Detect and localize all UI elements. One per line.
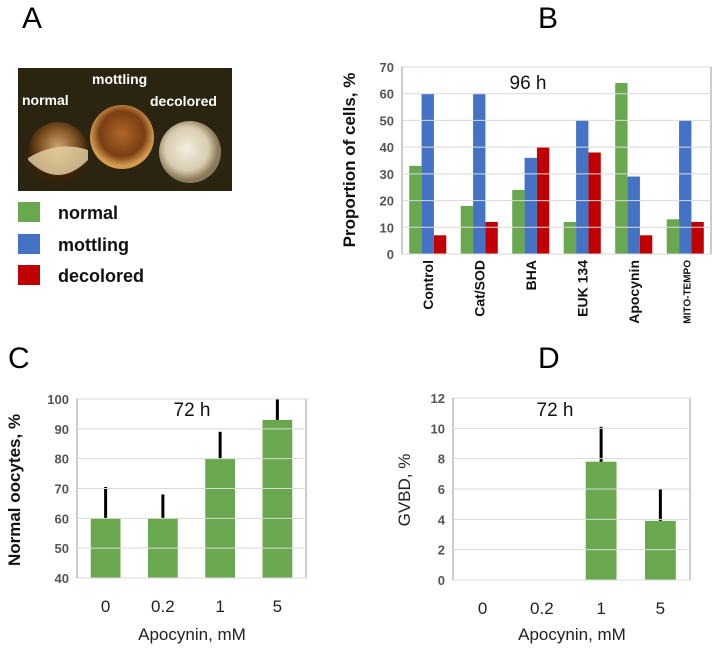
ylabel-d: GVBD, % xyxy=(395,454,414,527)
ytick-label: 40 xyxy=(380,140,394,155)
panel-letter-d: D xyxy=(538,342,560,375)
ytick-label: 0 xyxy=(387,247,394,262)
ytick-label: 50 xyxy=(55,541,69,556)
xlabel-c: Apocynin, mM xyxy=(138,625,246,644)
legend-label-decolored: decolored xyxy=(58,266,144,286)
bar-decolored xyxy=(433,235,447,254)
category-label: Cat/SOD xyxy=(471,260,487,317)
xtick-label: 1 xyxy=(215,597,224,616)
category-label: Apocynin xyxy=(626,260,642,324)
bar-mottling xyxy=(679,120,692,254)
legend-label-mottling: mottling xyxy=(58,235,129,255)
panel-letter-c: C xyxy=(8,342,30,375)
mottling-oocyte-image xyxy=(90,105,154,169)
xtick-label: 0.2 xyxy=(530,599,554,618)
xtick-label: 5 xyxy=(273,597,282,616)
category-label: EUK 134 xyxy=(574,260,590,317)
bar-mottling xyxy=(576,120,589,254)
bar-decolored xyxy=(588,152,601,254)
ytick-label: 6 xyxy=(438,482,445,497)
bar-decolored xyxy=(691,221,704,254)
ytick-label: 40 xyxy=(55,571,69,586)
ytick-label: 60 xyxy=(55,511,69,526)
ytick-label: 80 xyxy=(55,452,69,467)
ylabel-b: Proportion of cells, % xyxy=(340,73,359,248)
ytick-label: 20 xyxy=(380,194,394,209)
annotation-d: 72 h xyxy=(537,400,574,421)
xtick-label: 5 xyxy=(656,599,665,618)
bar-normal xyxy=(615,83,628,255)
ytick-label: 70 xyxy=(55,482,69,497)
ytick-label: 12 xyxy=(431,391,445,406)
xtick-label: 0.2 xyxy=(151,597,175,616)
bar-normal xyxy=(460,205,474,254)
xtick-label: 1 xyxy=(596,599,605,618)
xtick-label: 0 xyxy=(101,597,110,616)
chart-d: 72 h GVBD, % Apocynin, mM 0 2 4 6 8 10 12 0 0.2 1… xyxy=(395,391,691,644)
ytick-label: 10 xyxy=(431,421,445,436)
bar-normal xyxy=(512,189,525,254)
photo-label-mottling: mottling xyxy=(92,71,147,87)
photo-label-normal: normal xyxy=(22,92,69,108)
bar xyxy=(585,461,617,580)
photo-label-decolored: decolored xyxy=(150,93,217,109)
legend-swatch-mottling xyxy=(18,234,40,254)
ylabel-c: Normal oocytes, % xyxy=(5,414,24,566)
ytick-label: 70 xyxy=(380,60,394,75)
category-label: MITO-TEMPO xyxy=(682,260,693,324)
bar-normal xyxy=(666,219,680,254)
xlabel-d: Apocynin, mM xyxy=(518,625,626,644)
ytick-label: 4 xyxy=(438,512,446,527)
bar-decolored xyxy=(639,235,653,254)
decolored-oocyte-image xyxy=(159,121,221,183)
category-label: BHA xyxy=(523,260,539,290)
bar-normal xyxy=(563,221,577,254)
ytick-label: 10 xyxy=(380,220,394,235)
ytick-label: 60 xyxy=(380,87,394,102)
bar-normal xyxy=(409,165,422,254)
plot-frame xyxy=(401,66,712,255)
ytick-label: 0 xyxy=(438,573,445,588)
legend: normal mottling decolored xyxy=(18,202,144,286)
ytick-label: 8 xyxy=(438,452,445,467)
legend-swatch-decolored xyxy=(18,265,40,285)
chart-b: 96 h Proportion of cells, % 0 10 20 30 40 50 6… xyxy=(340,60,712,324)
annotation-c: 72 h xyxy=(174,400,211,421)
ytick-label: 2 xyxy=(438,543,445,558)
legend-swatch-normal xyxy=(18,202,40,222)
xtick-label: 0 xyxy=(478,599,487,618)
panel-letter-a: A xyxy=(22,2,42,35)
legend-label-normal: normal xyxy=(58,203,118,223)
bar-mottling xyxy=(524,157,537,254)
ytick-label: 100 xyxy=(47,392,69,407)
bar xyxy=(644,520,676,580)
panel-letter-b: B xyxy=(538,2,558,35)
bar-mottling xyxy=(627,176,640,254)
category-label: Control xyxy=(420,260,436,310)
annotation-b: 96 h xyxy=(510,73,547,94)
ytick-label: 30 xyxy=(380,167,394,182)
bar xyxy=(262,419,293,578)
oocyte-photo: normal mottling decolored xyxy=(18,68,232,191)
ytick-label: 50 xyxy=(380,113,394,128)
ytick-label: 90 xyxy=(55,422,69,437)
bar-decolored xyxy=(485,221,498,254)
chart-c: 72 h Normal oocytes, % Apocynin, mM 4050… xyxy=(5,392,307,644)
